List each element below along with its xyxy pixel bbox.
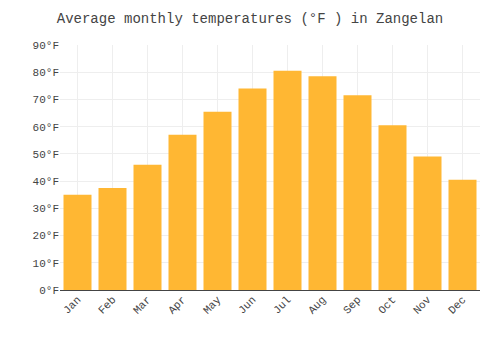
svg-text:Dec: Dec [446,294,468,316]
svg-text:May: May [201,294,224,317]
svg-text:60°F: 60°F [33,122,59,134]
svg-text:80°F: 80°F [33,67,59,79]
svg-text:Apr: Apr [166,294,188,316]
svg-text:90°F: 90°F [33,40,59,52]
svg-text:50°F: 50°F [33,149,59,161]
svg-text:Oct: Oct [376,294,398,316]
svg-text:10°F: 10°F [33,258,59,270]
svg-text:30°F: 30°F [33,203,59,215]
svg-text:Sep: Sep [341,294,363,316]
svg-text:Jun: Jun [236,294,258,316]
svg-text:Jan: Jan [61,294,83,316]
svg-text:Jul: Jul [271,294,293,316]
svg-text:Nov: Nov [411,294,434,317]
svg-text:0°F: 0°F [39,285,59,297]
svg-text:20°F: 20°F [33,230,59,242]
svg-text:40°F: 40°F [33,176,59,188]
svg-text:Feb: Feb [96,294,118,316]
svg-text:70°F: 70°F [33,94,59,106]
svg-text:Mar: Mar [131,294,153,316]
svg-text:Average monthly temperatures (: Average monthly temperatures (°F ) in Za… [57,11,443,27]
svg-text:Aug: Aug [306,294,328,316]
